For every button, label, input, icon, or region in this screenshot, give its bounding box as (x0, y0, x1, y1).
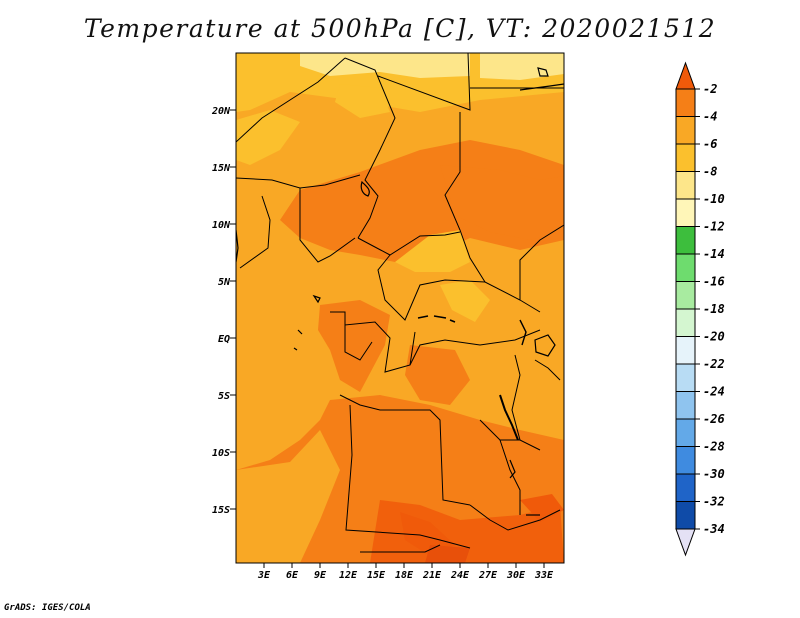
lon-label: 3E (257, 570, 271, 581)
colorbar-box (675, 253, 696, 282)
colorbar: -2 -4 -6 -8 -10 -12 -14 -16 -18 -20 -22 -24 -26 -28 -3… (675, 61, 725, 557)
colorbar-label: -22 (703, 357, 725, 371)
colorbar-label: -20 (703, 330, 725, 344)
colorbar-label: -28 (703, 440, 725, 454)
lon-label: 24E (450, 570, 470, 581)
colorbar-box (675, 391, 696, 420)
lakes-coastline (236, 67, 564, 516)
colorbar-top-triangle (675, 61, 696, 90)
lon-label: 12E (339, 570, 358, 581)
colorbar-label: -4 (703, 110, 717, 124)
chart-title: Temperature at 500hPa [C], VT: 202002151… (83, 14, 717, 43)
latitude-labels: 20N 15N 10N 5N EQ 5S 10S 15S (211, 106, 231, 516)
field-m4-sudan (440, 165, 564, 240)
colorbar-box (675, 473, 696, 502)
colorbar-box (675, 363, 696, 392)
colorbar-box (675, 116, 696, 145)
field-m4-congo (405, 345, 470, 405)
colorbar-label: -26 (703, 412, 725, 426)
colorbar-label: -30 (703, 467, 725, 481)
field-m8-car-south (440, 280, 490, 322)
field-m10-northeast (480, 53, 564, 80)
lat-label: EQ (218, 334, 230, 345)
colorbar-box (675, 143, 696, 172)
axis-ticks (230, 109, 545, 568)
colorbar-label: -14 (703, 247, 725, 261)
lon-label: 6E (286, 570, 299, 581)
colorbar-label: -18 (703, 302, 725, 316)
temperature-field (236, 53, 564, 563)
lat-label: 5N (218, 277, 231, 288)
lat-label: 20N (211, 106, 231, 117)
lon-label: 21E (422, 570, 442, 581)
lat-label: 15S (212, 505, 230, 516)
colorbar-label: -12 (703, 220, 725, 234)
colorbar-label: -32 (703, 495, 725, 509)
field-warmest (425, 545, 470, 563)
country-borders (236, 53, 564, 553)
field-m4-gabon (318, 300, 390, 392)
longitude-labels: 3E 6E 9E 12E 15E 18E 21E 24E 27E 30E 33E (257, 570, 554, 581)
colorbar-box (675, 226, 696, 255)
colorbar-box (675, 88, 696, 117)
colorbar-box (675, 198, 696, 227)
colorbar-box (675, 171, 696, 200)
field-m8-sahara (335, 84, 390, 118)
lat-label: 15N (212, 163, 231, 174)
lon-label: 18E (395, 570, 414, 581)
colorbar-box (675, 446, 696, 475)
colorbar-label: -34 (703, 522, 725, 536)
colorbar-box (675, 336, 696, 365)
field-m8-car (395, 230, 470, 272)
map-frame (235, 52, 565, 564)
colorbar-box (675, 281, 696, 310)
grads-credit: GrADS: IGES/COLA (4, 603, 91, 613)
colorbar-label: -10 (703, 192, 725, 206)
colorbar-label: -8 (703, 165, 717, 179)
lat-label: 10N (212, 220, 231, 231)
lon-label: 27E (478, 570, 498, 581)
colorbar-label: -24 (703, 385, 725, 399)
lon-label: 30E (506, 570, 526, 581)
lon-label: 9E (314, 570, 327, 581)
lat-label: 10S (212, 448, 230, 459)
field-m2-angola (400, 512, 455, 556)
colorbar-label: -2 (703, 82, 717, 96)
lat-label: 5S (218, 391, 230, 402)
colorbar-box (675, 501, 696, 530)
colorbar-bottom-triangle (675, 528, 696, 557)
colorbar-box (675, 418, 696, 447)
field-m8-west (236, 110, 300, 165)
colorbar-label: -16 (703, 275, 725, 289)
lon-label: 33E (534, 570, 554, 581)
lon-label: 15E (367, 570, 386, 581)
colorbar-label: -6 (703, 137, 717, 151)
colorbar-box (675, 308, 696, 337)
field-m2-east (520, 494, 564, 522)
field-m6-southwest (236, 430, 340, 563)
field-m10-north (300, 53, 470, 78)
